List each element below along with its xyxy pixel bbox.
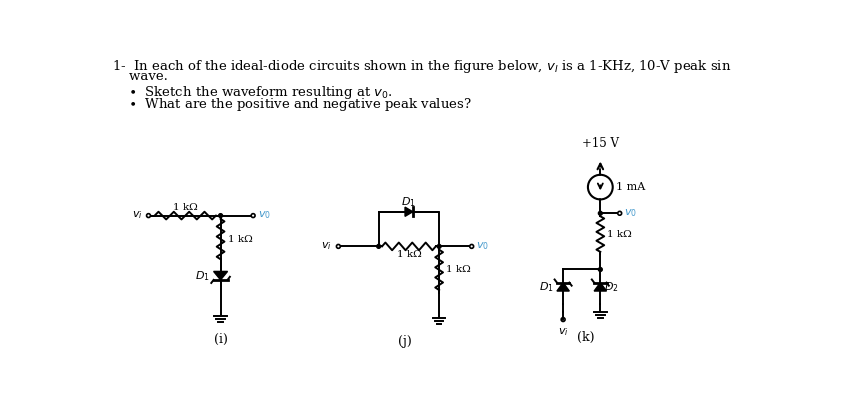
Text: 1 kΩ: 1 kΩ <box>228 235 252 244</box>
Text: (j): (j) <box>398 335 412 348</box>
Text: 1 kΩ: 1 kΩ <box>446 265 471 274</box>
Polygon shape <box>213 271 228 280</box>
Text: $D_1$: $D_1$ <box>401 196 416 209</box>
Text: $v_0$: $v_0$ <box>624 207 637 219</box>
Polygon shape <box>557 283 569 291</box>
Circle shape <box>437 244 441 248</box>
Circle shape <box>219 214 223 218</box>
Text: $v_0$: $v_0$ <box>476 241 490 252</box>
Text: $D_2$: $D_2$ <box>604 280 619 294</box>
Circle shape <box>598 268 602 271</box>
Text: $D_1$: $D_1$ <box>539 280 554 294</box>
Text: $v_i$: $v_i$ <box>322 241 332 252</box>
Text: (i): (i) <box>213 333 228 346</box>
Text: 1 kΩ: 1 kΩ <box>607 230 632 239</box>
Circle shape <box>377 244 380 248</box>
Text: 1 kΩ: 1 kΩ <box>173 203 197 212</box>
Text: $v_i$: $v_i$ <box>131 210 142 221</box>
Text: $v_0$: $v_0$ <box>257 210 271 221</box>
Circle shape <box>598 211 602 215</box>
Text: 1 kΩ: 1 kΩ <box>396 250 421 259</box>
Text: (k): (k) <box>577 331 595 344</box>
Text: 1-  In each of the ideal-diode circuits shown in the figure below, $v_I$ is a 1-: 1- In each of the ideal-diode circuits s… <box>112 58 732 75</box>
Text: $v_i$: $v_i$ <box>558 326 568 337</box>
Polygon shape <box>405 207 412 216</box>
Text: $\bullet$  What are the positive and negative peak values?: $\bullet$ What are the positive and nega… <box>128 96 472 113</box>
Text: $\bullet$  Sketch the waveform resulting at $v_0$.: $\bullet$ Sketch the waveform resulting … <box>128 84 392 101</box>
Text: 1 mA: 1 mA <box>616 182 645 192</box>
Text: +15 V: +15 V <box>582 137 619 150</box>
Polygon shape <box>594 283 606 291</box>
Text: $D_1$: $D_1$ <box>195 269 210 283</box>
Text: wave.: wave. <box>112 70 168 83</box>
